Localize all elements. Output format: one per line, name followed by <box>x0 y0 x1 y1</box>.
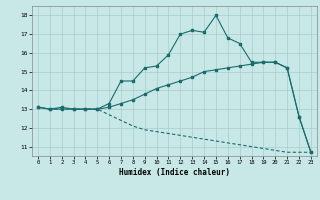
X-axis label: Humidex (Indice chaleur): Humidex (Indice chaleur) <box>119 168 230 177</box>
